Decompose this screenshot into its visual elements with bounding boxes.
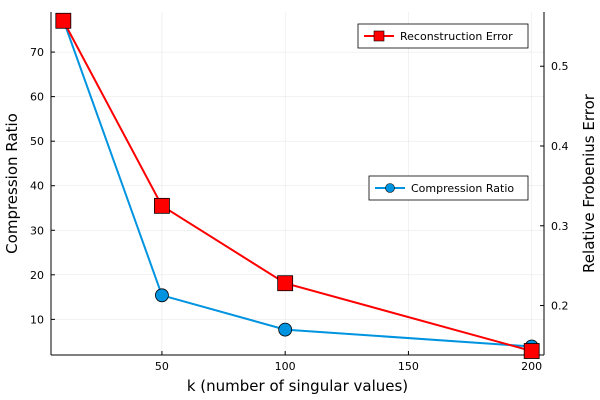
x-tick-label: 150	[398, 360, 419, 373]
legend-label: Reconstruction Error	[400, 30, 513, 43]
left-tick-label: 60	[30, 91, 44, 104]
right-axis-ticks: 0.2 0.3 0.4 0.5	[540, 60, 569, 313]
right-axis-label: Relative Frobenius Error	[580, 93, 598, 273]
series-layer	[55, 12, 540, 359]
series-line	[62, 20, 532, 352]
data-point	[155, 288, 169, 303]
data-point	[55, 12, 72, 29]
right-tick-label: 0.3	[551, 220, 569, 233]
data-point	[523, 343, 540, 359]
data-point	[278, 322, 293, 337]
left-tick-label: 40	[30, 180, 44, 193]
series-line	[62, 19, 532, 348]
legend-reconstruction-error: Reconstruction Error	[357, 23, 529, 49]
legend-marker	[373, 30, 385, 42]
x-axis-ticks: 50 100 150 200	[155, 351, 542, 373]
left-tick-label: 10	[30, 313, 44, 326]
x-tick-label: 50	[155, 360, 169, 373]
legend-compression-ratio: Compression Ratio	[368, 175, 529, 201]
left-tick-label: 20	[30, 269, 44, 282]
x-axis-label: k (number of singular values)	[187, 377, 408, 395]
data-point	[154, 197, 170, 214]
legend-marker	[385, 183, 395, 193]
legends: Compression Ratio Reconstruction Error	[357, 23, 529, 201]
right-tick-label: 0.4	[551, 140, 569, 153]
legend-label: Compression Ratio	[411, 182, 514, 195]
x-tick-label: 100	[275, 360, 296, 373]
grid	[50, 12, 545, 356]
right-tick-label: 0.2	[551, 300, 569, 313]
left-tick-label: 70	[30, 46, 44, 59]
left-tick-label: 30	[30, 224, 44, 237]
left-tick-label: 50	[30, 135, 44, 148]
right-tick-label: 0.5	[551, 60, 569, 73]
left-axis-label: Compression Ratio	[3, 113, 21, 254]
x-tick-label: 200	[521, 360, 542, 373]
data-point	[277, 275, 294, 292]
left-axis-ticks: 10 20 30 40 50 60 70	[30, 46, 55, 326]
series-reconstruction-error	[55, 12, 540, 359]
